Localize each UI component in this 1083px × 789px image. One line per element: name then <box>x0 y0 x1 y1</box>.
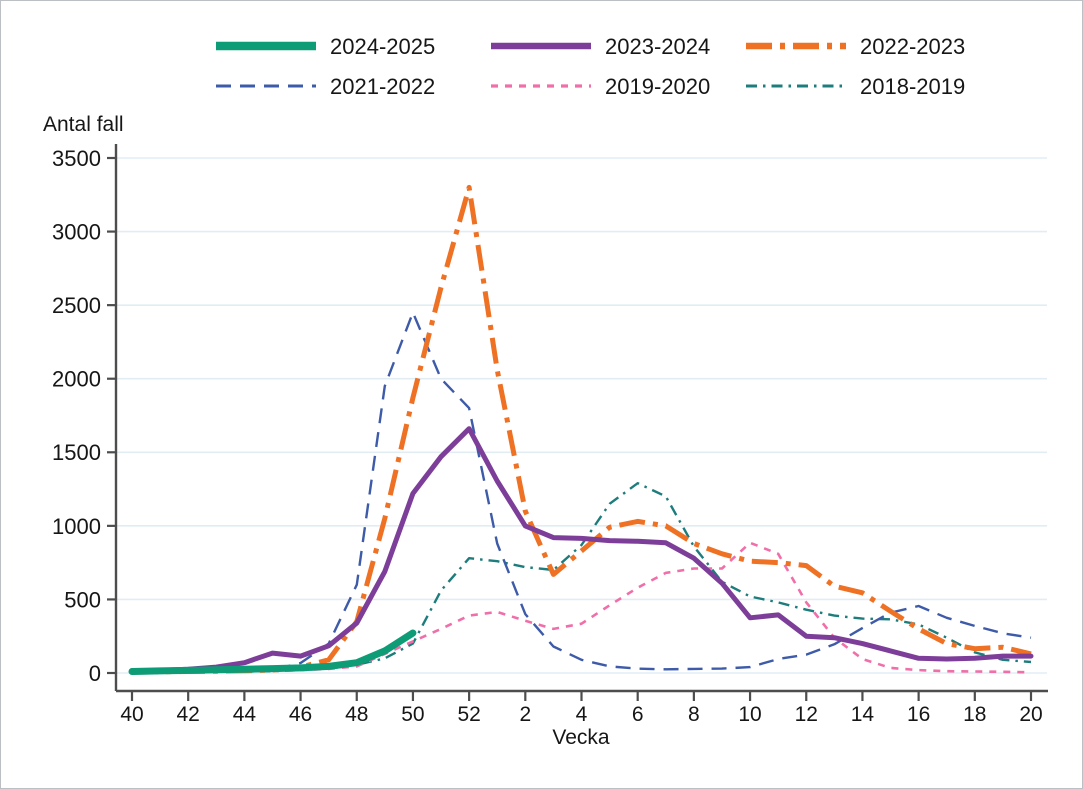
series-line-2023-2024 <box>129 426 1034 674</box>
x-tick-label-52: 52 <box>457 703 480 726</box>
x-tick-label-48: 48 <box>345 703 368 726</box>
legend-item-2023-2024: 2023-2024 <box>491 34 710 59</box>
legend-item-2022-2023: 2022-2023 <box>746 34 965 59</box>
x-tick-label-14: 14 <box>851 703 875 726</box>
legend-item-2021-2022: 2021-2022 <box>216 74 435 99</box>
series-line-2021-2022 <box>131 311 1032 674</box>
x-tick-label-42: 42 <box>177 703 200 726</box>
legend-label: 2023-2024 <box>605 34 710 59</box>
series-line-2018-2019 <box>131 482 1032 674</box>
legend-label: 2022-2023 <box>860 34 965 59</box>
gridlines <box>116 157 1047 674</box>
x-tick-label-4: 4 <box>576 703 588 726</box>
legend-label: 2019-2020 <box>605 74 710 99</box>
series-line-2024-2025 <box>128 629 417 675</box>
legend-item-2024-2025: 2024-2025 <box>216 34 435 59</box>
x-tick-label-6: 6 <box>632 703 644 726</box>
x-tick-label-46: 46 <box>289 703 312 726</box>
y-tick-label-2000: 2000 <box>52 367 101 392</box>
y-tick-label-3500: 3500 <box>52 146 101 171</box>
y-tick-label-500: 500 <box>64 587 101 612</box>
y-tick-label-2500: 2500 <box>52 293 101 318</box>
x-tick-label-12: 12 <box>795 703 818 726</box>
x-tick-label-8: 8 <box>688 703 700 726</box>
x-tick-label-10: 10 <box>738 703 761 726</box>
x-tick-label-50: 50 <box>401 703 424 726</box>
x-axis-title: Vecka <box>552 726 610 749</box>
legend: 2024-2025 2023-2024 2022-2023 2021-2022 2019… <box>216 34 965 99</box>
legend-item-2019-2020: 2019-2020 <box>491 74 710 99</box>
legend-item-2018-2019: 2018-2019 <box>746 74 965 99</box>
series-lines <box>128 184 1034 675</box>
y-tick-label-1000: 1000 <box>52 514 101 539</box>
legend-label: 2024-2025 <box>330 34 435 59</box>
legend-label: 2018-2019 <box>860 74 965 99</box>
x-tick-label-40: 40 <box>120 703 143 726</box>
legend-label: 2021-2022 <box>330 74 435 99</box>
y-tick-label-3000: 3000 <box>52 219 101 244</box>
y-tick-label-0: 0 <box>89 661 101 686</box>
x-tick-label-16: 16 <box>907 703 930 726</box>
x-tick-label-44: 44 <box>233 703 257 726</box>
y-axis-title: Antal fall <box>43 113 124 136</box>
y-tick-label-1500: 1500 <box>52 440 101 465</box>
x-tick-label-20: 20 <box>1019 703 1042 726</box>
x-tick-label-18: 18 <box>963 703 986 726</box>
series-line-2019-2020 <box>131 541 1032 674</box>
x-tick-label-2: 2 <box>519 703 531 726</box>
